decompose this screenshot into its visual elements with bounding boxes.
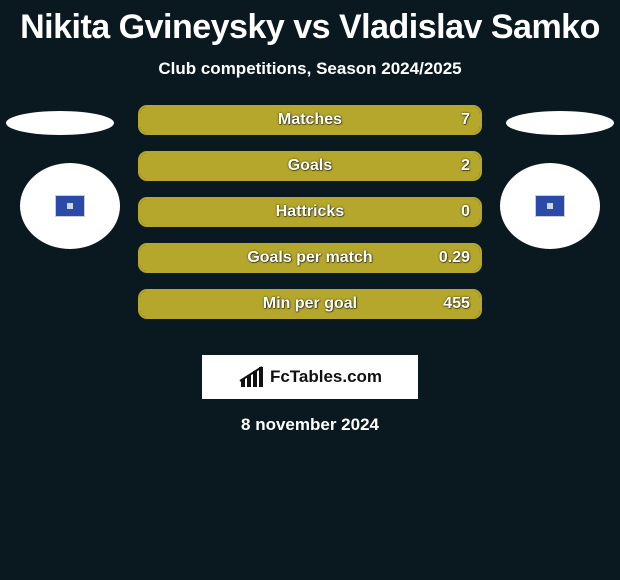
stat-row: Goals per match0.29 (140, 245, 480, 271)
page-title: Nikita Gvineysky vs Vladislav Samko (0, 0, 620, 47)
stat-label: Goals per match (140, 245, 480, 271)
stat-value: 0.29 (439, 245, 470, 271)
stat-value: 455 (443, 291, 470, 317)
player-right-badge (500, 163, 600, 249)
stat-row: Goals2 (140, 153, 480, 179)
stat-value: 2 (461, 153, 470, 179)
stat-label: Matches (140, 107, 480, 133)
date-label: 8 november 2024 (0, 415, 620, 435)
stat-value: 7 (461, 107, 470, 133)
brand-name: FcTables.com (270, 367, 382, 387)
stat-value: 0 (461, 199, 470, 225)
brand-badge: FcTables.com (202, 355, 418, 399)
flag-ru-icon (536, 196, 564, 216)
bar-chart-icon (238, 365, 266, 389)
stat-row: Matches7 (140, 107, 480, 133)
stat-label: Min per goal (140, 291, 480, 317)
player-left-shadow (6, 111, 114, 135)
stat-rows: Matches7Goals2Hattricks0Goals per match0… (140, 107, 480, 337)
stat-label: Goals (140, 153, 480, 179)
comparison-panel: Matches7Goals2Hattricks0Goals per match0… (0, 107, 620, 347)
stat-row: Min per goal455 (140, 291, 480, 317)
stat-row: Hattricks0 (140, 199, 480, 225)
subtitle: Club competitions, Season 2024/2025 (0, 59, 620, 79)
player-left-badge (20, 163, 120, 249)
player-right-shadow (506, 111, 614, 135)
stat-label: Hattricks (140, 199, 480, 225)
flag-ru-icon (56, 196, 84, 216)
